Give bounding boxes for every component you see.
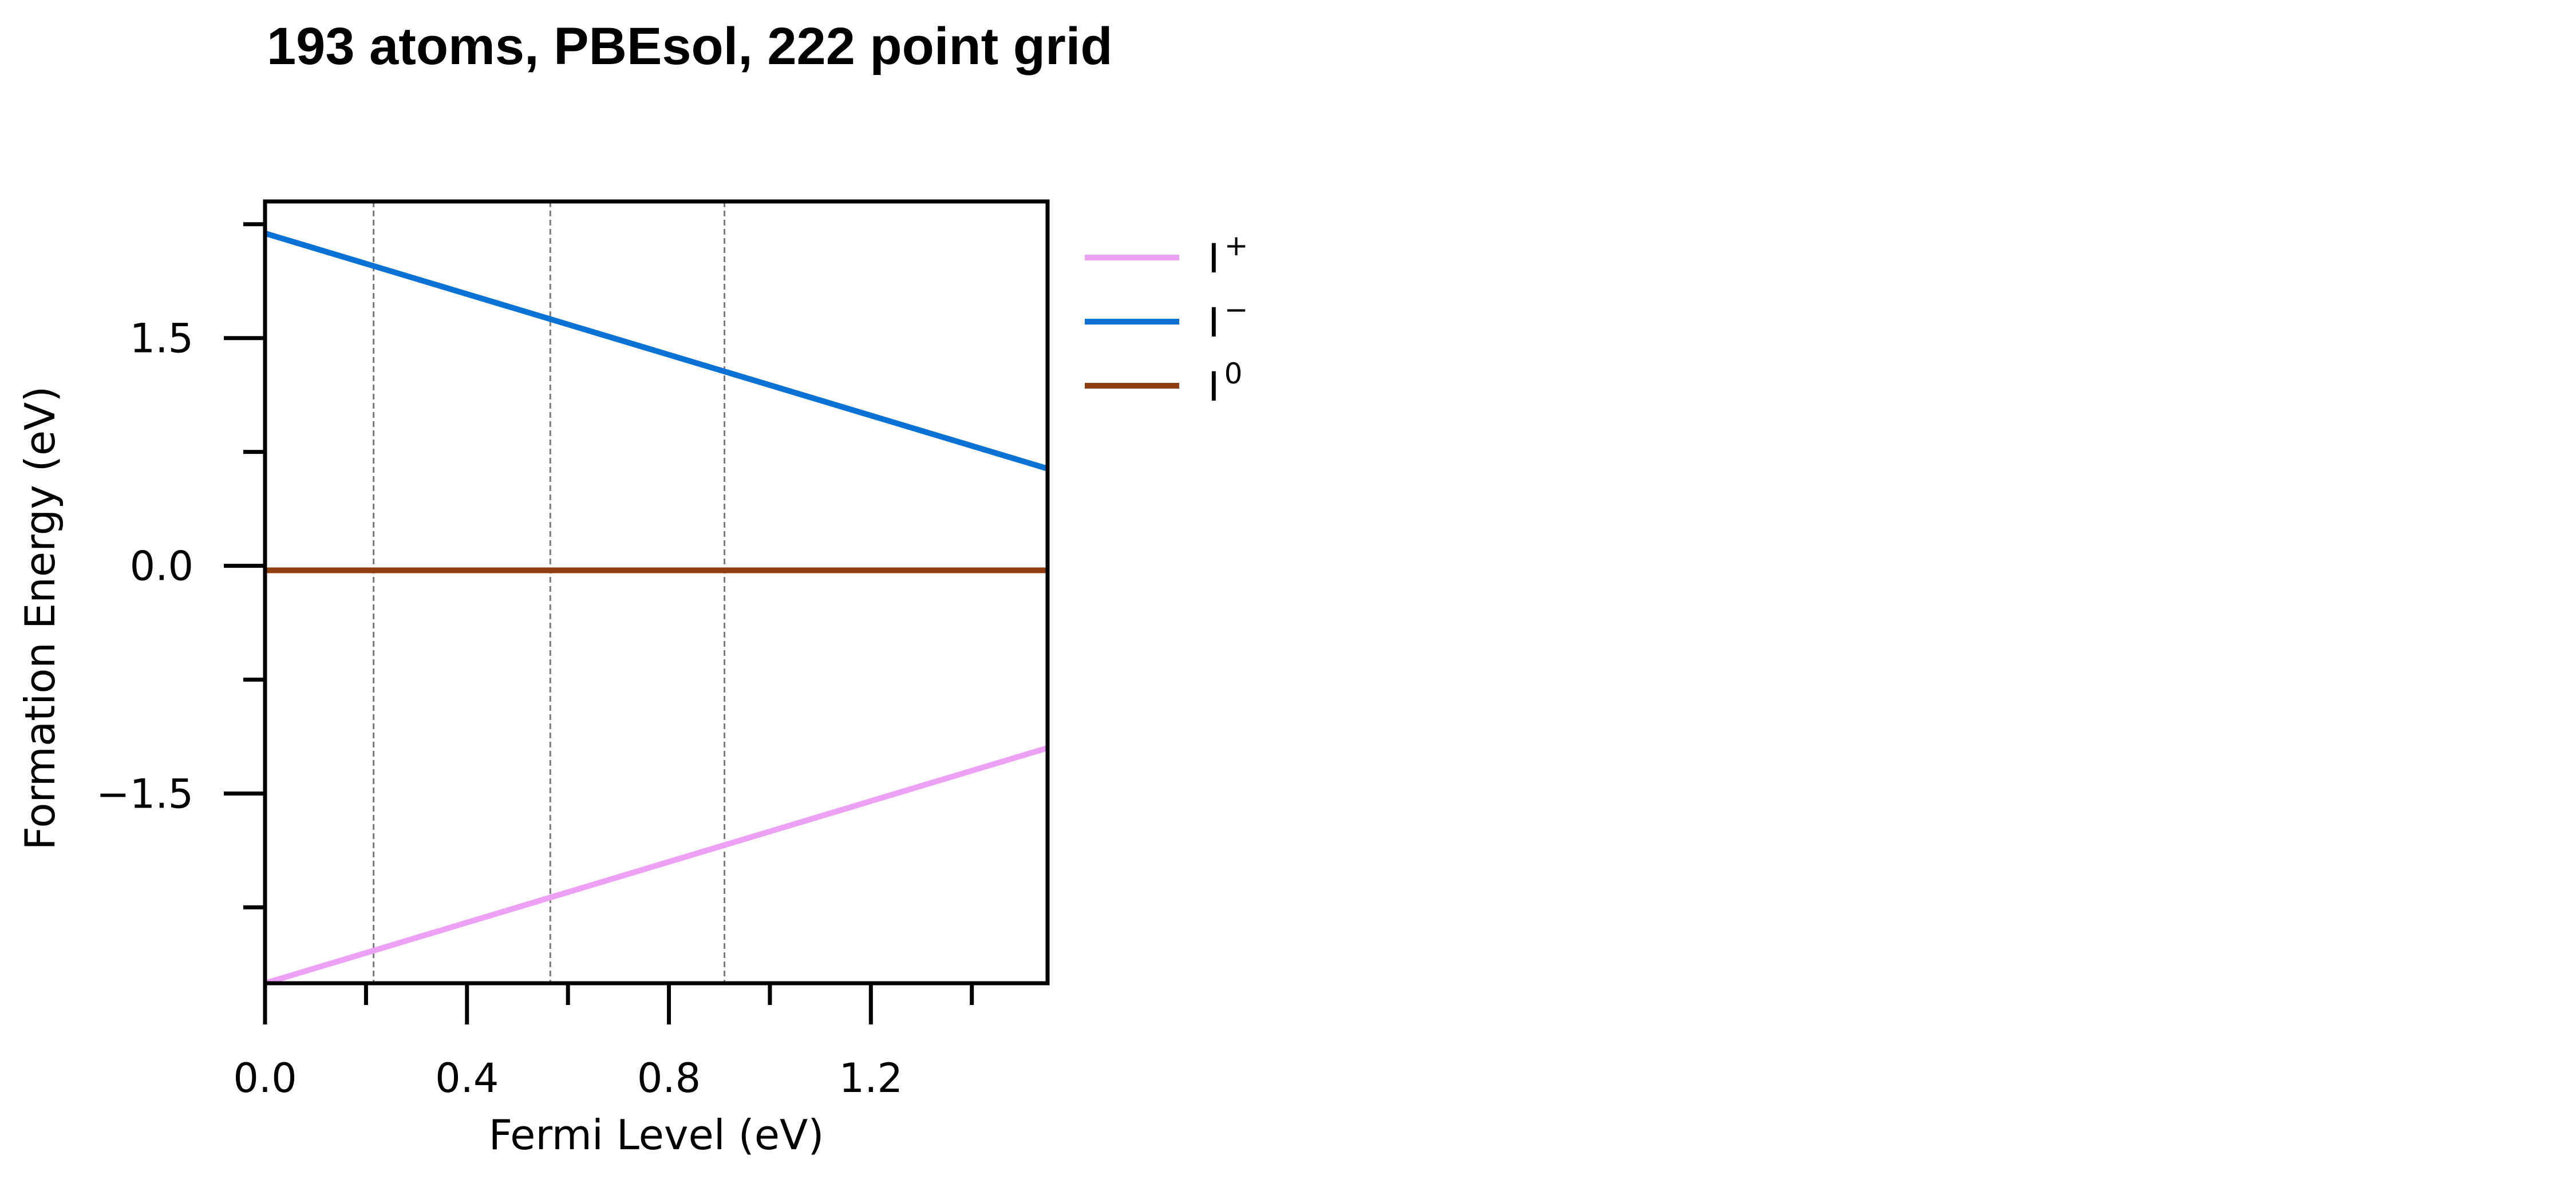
y-axis-label: Formation Energy (eV) [16,386,64,850]
series-lines [265,230,1048,983]
x-tick-label: 0.4 [435,1055,499,1102]
y-tick-label: 0.0 [130,543,193,590]
legend: I + I − I 0 [1085,229,1249,410]
legend-label: I + [1208,229,1249,282]
legend-item-2: I − [1085,293,1249,346]
x-tick-label: 0.0 [233,1055,297,1102]
y-tick-label: −1.5 [96,770,193,817]
x-tick-label: 0.8 [637,1055,701,1102]
x-tick-label: 1.2 [839,1055,903,1102]
y-axis-ticks: −1.5 0.0 1.5 [96,222,265,909]
legend-label: I − [1208,293,1249,346]
chart-title: 193 atoms, PBEsol, 222 point grid [267,17,1113,76]
x-axis-label: Fermi Level (eV) [489,1111,824,1159]
plot-area-frame [263,199,1050,986]
legend-item-1: I + [1085,229,1249,282]
y-tick-label: 1.5 [130,315,193,362]
vertical-reference-lines [373,201,726,983]
x-axis-ticks: 0.0 0.4 0.8 1.2 [233,983,974,1102]
series-line-2 [265,230,1048,472]
series-line-1 [265,745,1048,983]
